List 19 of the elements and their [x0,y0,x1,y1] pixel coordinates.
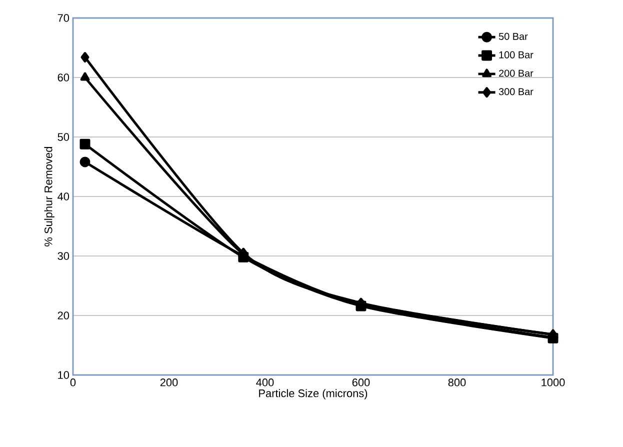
legend-label: 50 Bar [498,32,528,40]
x-tick-label: 600 [352,378,370,386]
x-tick-label: 0 [70,378,76,386]
y-tick-label: 20 [58,312,70,320]
y-tick-label: 30 [58,252,70,260]
y-tick-label: 70 [58,14,70,22]
legend-label: 300 Bar [498,88,534,96]
x-axis-title: Particle Size (microns) [259,389,368,400]
x-tick-label: 800 [448,378,466,386]
x-tick-label: 400 [256,378,274,386]
legend-label: 200 Bar [499,70,534,77]
legend-label: 100 Bar [499,51,534,58]
y-tick-label: 60 [58,74,70,82]
y-tick-label: 10 [58,371,70,379]
y-axis-title: % Sulphur Removed [44,146,54,246]
x-tick-label: 200 [160,378,178,386]
x-tick-label: 1000 [542,378,565,386]
y-tick-label: 50 [58,133,70,141]
y-tick-label: 40 [58,192,70,200]
